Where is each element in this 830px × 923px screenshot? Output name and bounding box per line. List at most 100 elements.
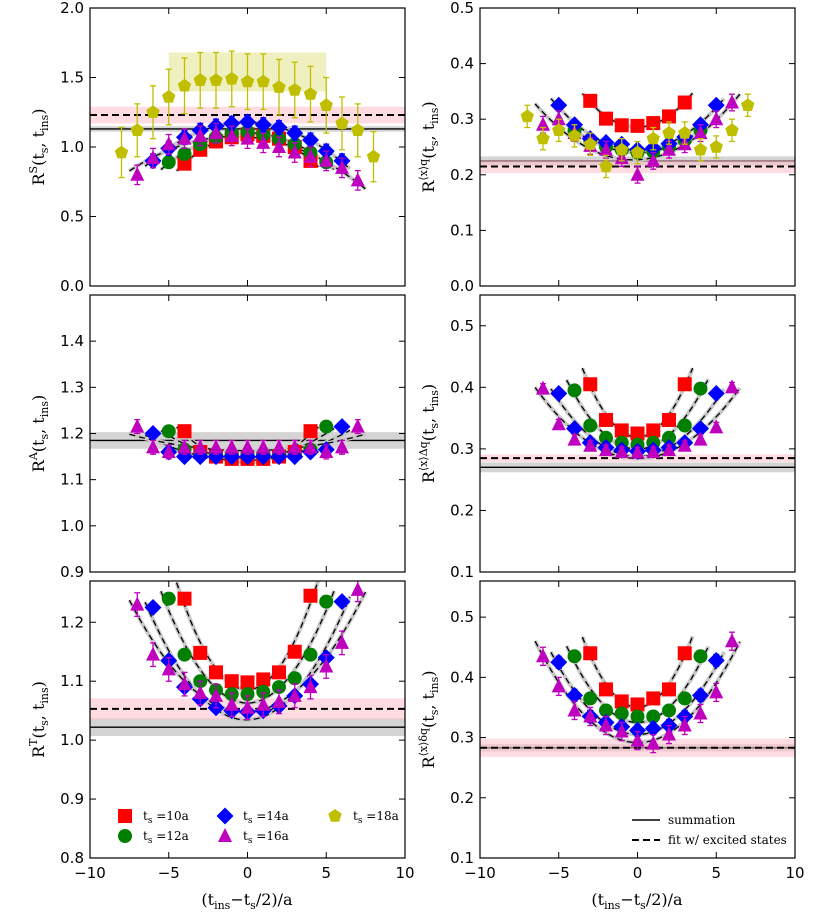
y-axis-label: R⟨x⟩δq(ts, tins)	[417, 671, 441, 769]
data-point-ts16	[287, 439, 302, 454]
legend-label-ts16: ts =16a	[243, 829, 289, 846]
data-point-ts16	[350, 172, 365, 187]
legend-label-ts18: ts =18a	[353, 809, 399, 826]
x-tick-label: −5	[158, 864, 180, 882]
series-ts16	[536, 631, 739, 754]
data-point-ts16	[130, 166, 145, 181]
y-tick-label: 1.0	[60, 731, 84, 749]
data-point-ts16	[662, 726, 676, 741]
data-point-ts16	[303, 439, 318, 454]
data-point-ts16	[630, 166, 645, 181]
data-point-ts10	[177, 591, 192, 606]
x-tick-label: 5	[321, 864, 331, 882]
y-tick-label: 0.1	[450, 221, 474, 239]
data-point-ts12	[677, 691, 692, 706]
y-axis-label: R⟨x⟩q(ts, tins)	[417, 101, 441, 192]
data-point-ts16	[662, 141, 676, 156]
data-point-ts14	[692, 686, 709, 704]
data-point-ts10	[583, 377, 598, 392]
data-point-ts16	[709, 684, 724, 699]
data-point-ts16	[536, 648, 550, 663]
y-tick-label: 1.3	[60, 378, 84, 396]
data-point-ts18	[288, 83, 302, 96]
series-ts16	[130, 581, 365, 721]
plot-area	[90, 581, 405, 737]
x-tick-label: −10	[74, 864, 106, 882]
y-axis-label: RT(ts, tins)	[27, 681, 51, 758]
legend-summation-label: summation	[668, 813, 736, 827]
data-point-ts16	[630, 444, 645, 459]
y-tick-label: 0.5	[450, 317, 474, 335]
x-tick-label: −10	[464, 864, 496, 882]
data-point-ts14	[550, 96, 568, 114]
data-point-ts10	[599, 111, 613, 126]
data-point-ts16	[303, 148, 318, 163]
data-point-ts12	[646, 709, 661, 724]
data-point-ts16	[224, 696, 239, 711]
data-point-ts14	[333, 593, 351, 611]
data-point-ts10	[303, 424, 318, 439]
series-ts16	[536, 379, 739, 459]
x-tick-label: 5	[711, 864, 721, 882]
data-point-ts12	[161, 424, 176, 439]
data-point-ts10	[583, 646, 598, 661]
data-point-ts16	[272, 439, 286, 454]
data-point-ts10	[677, 377, 692, 392]
data-point-ts16	[161, 443, 176, 458]
data-point-ts18	[630, 145, 645, 159]
y-tick-label: 1.1	[60, 672, 84, 690]
y-tick-label: 1.2	[60, 613, 84, 631]
y-tick-label: 0.3	[450, 440, 474, 458]
data-point-ts14	[707, 384, 725, 402]
x-tick-label: 0	[633, 864, 643, 882]
data-point-ts18	[599, 159, 613, 173]
data-point-ts10	[662, 682, 676, 697]
y-tick-label: 1.5	[60, 69, 84, 87]
data-point-ts18	[583, 137, 597, 150]
data-point-ts16	[567, 702, 582, 717]
data-point-ts10	[303, 588, 318, 603]
series-ts10	[177, 588, 318, 690]
data-point-ts14	[707, 651, 725, 669]
data-point-ts16	[567, 431, 582, 446]
data-point-ts14	[550, 653, 568, 671]
data-point-ts16	[630, 732, 645, 747]
legend-label-ts10: ts =10a	[143, 809, 189, 826]
y-tick-label: 0.4	[450, 55, 474, 73]
data-point-ts16	[272, 139, 286, 153]
data-point-ts16	[319, 152, 334, 167]
data-point-ts10	[677, 95, 692, 110]
y-tick-label: 0.0	[60, 277, 84, 295]
data-point-ts16	[693, 125, 708, 140]
plot-area	[480, 631, 795, 757]
data-point-ts16	[287, 687, 302, 702]
data-point-ts16	[662, 442, 676, 457]
data-point-ts18	[646, 131, 660, 145]
data-point-ts16	[193, 127, 208, 142]
data-point-ts10	[272, 665, 286, 680]
data-point-ts12	[177, 647, 192, 662]
data-point-ts10	[662, 412, 676, 427]
data-point-ts12	[319, 594, 334, 609]
data-point-ts16	[725, 379, 739, 394]
data-point-ts12	[319, 419, 334, 434]
data-point-ts10	[209, 665, 223, 680]
data-point-ts18	[693, 142, 708, 156]
data-point-ts18	[741, 98, 755, 111]
data-point-ts12	[256, 684, 271, 699]
data-point-ts12	[599, 430, 613, 445]
data-point-ts14	[566, 420, 583, 438]
data-point-ts16	[130, 596, 145, 611]
data-point-ts16	[177, 130, 192, 145]
legend-label-ts14: ts =14a	[243, 809, 289, 826]
data-point-ts16	[272, 693, 286, 708]
data-point-ts18	[709, 140, 723, 153]
data-point-ts16	[177, 439, 192, 454]
legend-marker-ts12	[118, 829, 132, 843]
data-point-ts18	[303, 87, 318, 100]
data-point-ts14	[239, 113, 256, 131]
data-point-ts16	[240, 130, 255, 145]
data-point-ts12	[161, 591, 176, 606]
data-point-ts10	[599, 412, 613, 427]
